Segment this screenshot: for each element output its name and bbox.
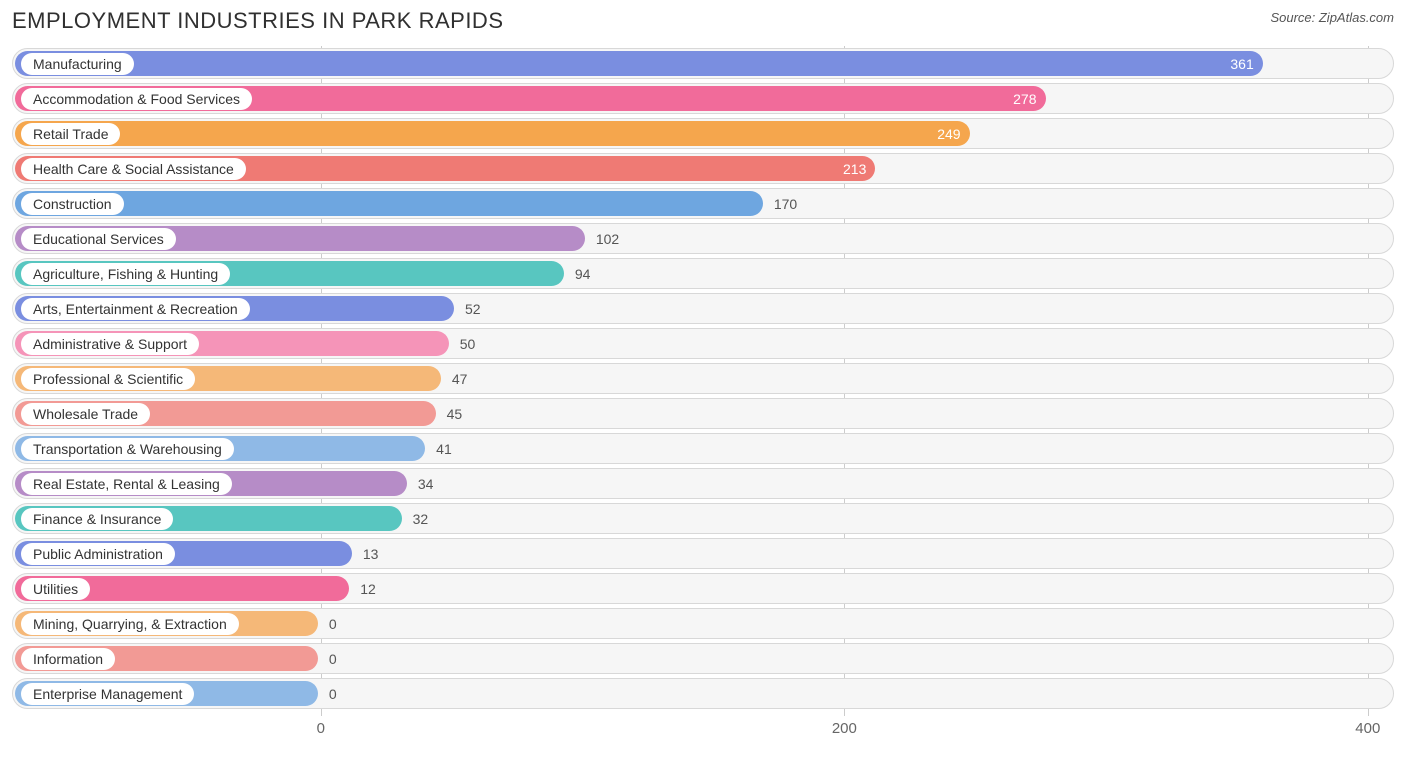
- bar-value: 13: [363, 546, 379, 562]
- bar-fill: [15, 121, 970, 146]
- bar-value: 278: [1013, 91, 1036, 107]
- bar-label: Enterprise Management: [21, 683, 194, 705]
- bar-label: Accommodation & Food Services: [21, 88, 252, 110]
- bar-label: Real Estate, Rental & Leasing: [21, 473, 232, 495]
- bar-row: Educational Services 102: [12, 223, 1394, 254]
- bar-row: Public Administration 13: [12, 538, 1394, 569]
- bar-row: Mining, Quarrying, & Extraction 0: [12, 608, 1394, 639]
- bar-row: Utilities 12: [12, 573, 1394, 604]
- bar-label: Transportation & Warehousing: [21, 438, 234, 460]
- bar-label: Arts, Entertainment & Recreation: [21, 298, 250, 320]
- bar-value: 249: [937, 126, 960, 142]
- bar-label: Educational Services: [21, 228, 176, 250]
- bar-value: 170: [774, 196, 797, 212]
- bar-label: Manufacturing: [21, 53, 134, 75]
- bar-row: Wholesale Trade 45: [12, 398, 1394, 429]
- bar-label: Wholesale Trade: [21, 403, 150, 425]
- bar-fill: [15, 51, 1263, 76]
- bar-value: 45: [447, 406, 463, 422]
- source-prefix: Source:: [1270, 10, 1318, 25]
- bars-container: Manufacturing 361 Accommodation & Food Ser…: [12, 46, 1394, 709]
- chart-header: EMPLOYMENT INDUSTRIES IN PARK RAPIDS Sou…: [12, 8, 1394, 34]
- bar-value: 0: [329, 616, 337, 632]
- bar-label: Agriculture, Fishing & Hunting: [21, 263, 230, 285]
- axis-tick-label: 200: [832, 720, 857, 737]
- axis-tick-label: 0: [317, 720, 325, 737]
- bar-value: 41: [436, 441, 452, 457]
- bar-label: Public Administration: [21, 543, 175, 565]
- bar-label: Finance & Insurance: [21, 508, 173, 530]
- bar-row: Construction 170: [12, 188, 1394, 219]
- bar-row: Manufacturing 361: [12, 48, 1394, 79]
- bar-row: Professional & Scientific 47: [12, 363, 1394, 394]
- bar-label: Retail Trade: [21, 123, 120, 145]
- source-name: ZipAtlas.com: [1319, 10, 1394, 25]
- axis-tick-label: 400: [1355, 720, 1380, 737]
- bar-value: 361: [1230, 56, 1253, 72]
- bar-value: 102: [596, 231, 619, 247]
- bar-value: 52: [465, 301, 481, 317]
- bar-row: Information 0: [12, 643, 1394, 674]
- bar-value: 0: [329, 651, 337, 667]
- bar-value: 213: [843, 161, 866, 177]
- bar-value: 94: [575, 266, 591, 282]
- bar-label: Utilities: [21, 578, 90, 600]
- bar-value: 34: [418, 476, 434, 492]
- bar-row: Health Care & Social Assistance 213: [12, 153, 1394, 184]
- bar-row: Enterprise Management 0: [12, 678, 1394, 709]
- bar-row: Arts, Entertainment & Recreation 52: [12, 293, 1394, 324]
- bar-fill: [15, 191, 763, 216]
- bar-row: Agriculture, Fishing & Hunting 94: [12, 258, 1394, 289]
- bar-label: Information: [21, 648, 115, 670]
- bar-label: Health Care & Social Assistance: [21, 158, 246, 180]
- bar-row: Transportation & Warehousing 41: [12, 433, 1394, 464]
- chart-source: Source: ZipAtlas.com: [1270, 10, 1394, 25]
- chart-title: EMPLOYMENT INDUSTRIES IN PARK RAPIDS: [12, 8, 504, 34]
- bar-row: Accommodation & Food Services 278: [12, 83, 1394, 114]
- x-axis: 0 200 400: [12, 716, 1394, 742]
- bar-row: Real Estate, Rental & Leasing 34: [12, 468, 1394, 499]
- bar-value: 32: [413, 511, 429, 527]
- bar-value: 47: [452, 371, 468, 387]
- bar-label: Mining, Quarrying, & Extraction: [21, 613, 239, 635]
- bar-label: Construction: [21, 193, 124, 215]
- bar-value: 0: [329, 686, 337, 702]
- bar-row: Retail Trade 249: [12, 118, 1394, 149]
- bar-value: 12: [360, 581, 376, 597]
- bar-value: 50: [460, 336, 476, 352]
- bar-label: Administrative & Support: [21, 333, 199, 355]
- bar-row: Finance & Insurance 32: [12, 503, 1394, 534]
- bar-row: Administrative & Support 50: [12, 328, 1394, 359]
- bar-label: Professional & Scientific: [21, 368, 195, 390]
- chart-area: Manufacturing 361 Accommodation & Food Ser…: [12, 46, 1394, 742]
